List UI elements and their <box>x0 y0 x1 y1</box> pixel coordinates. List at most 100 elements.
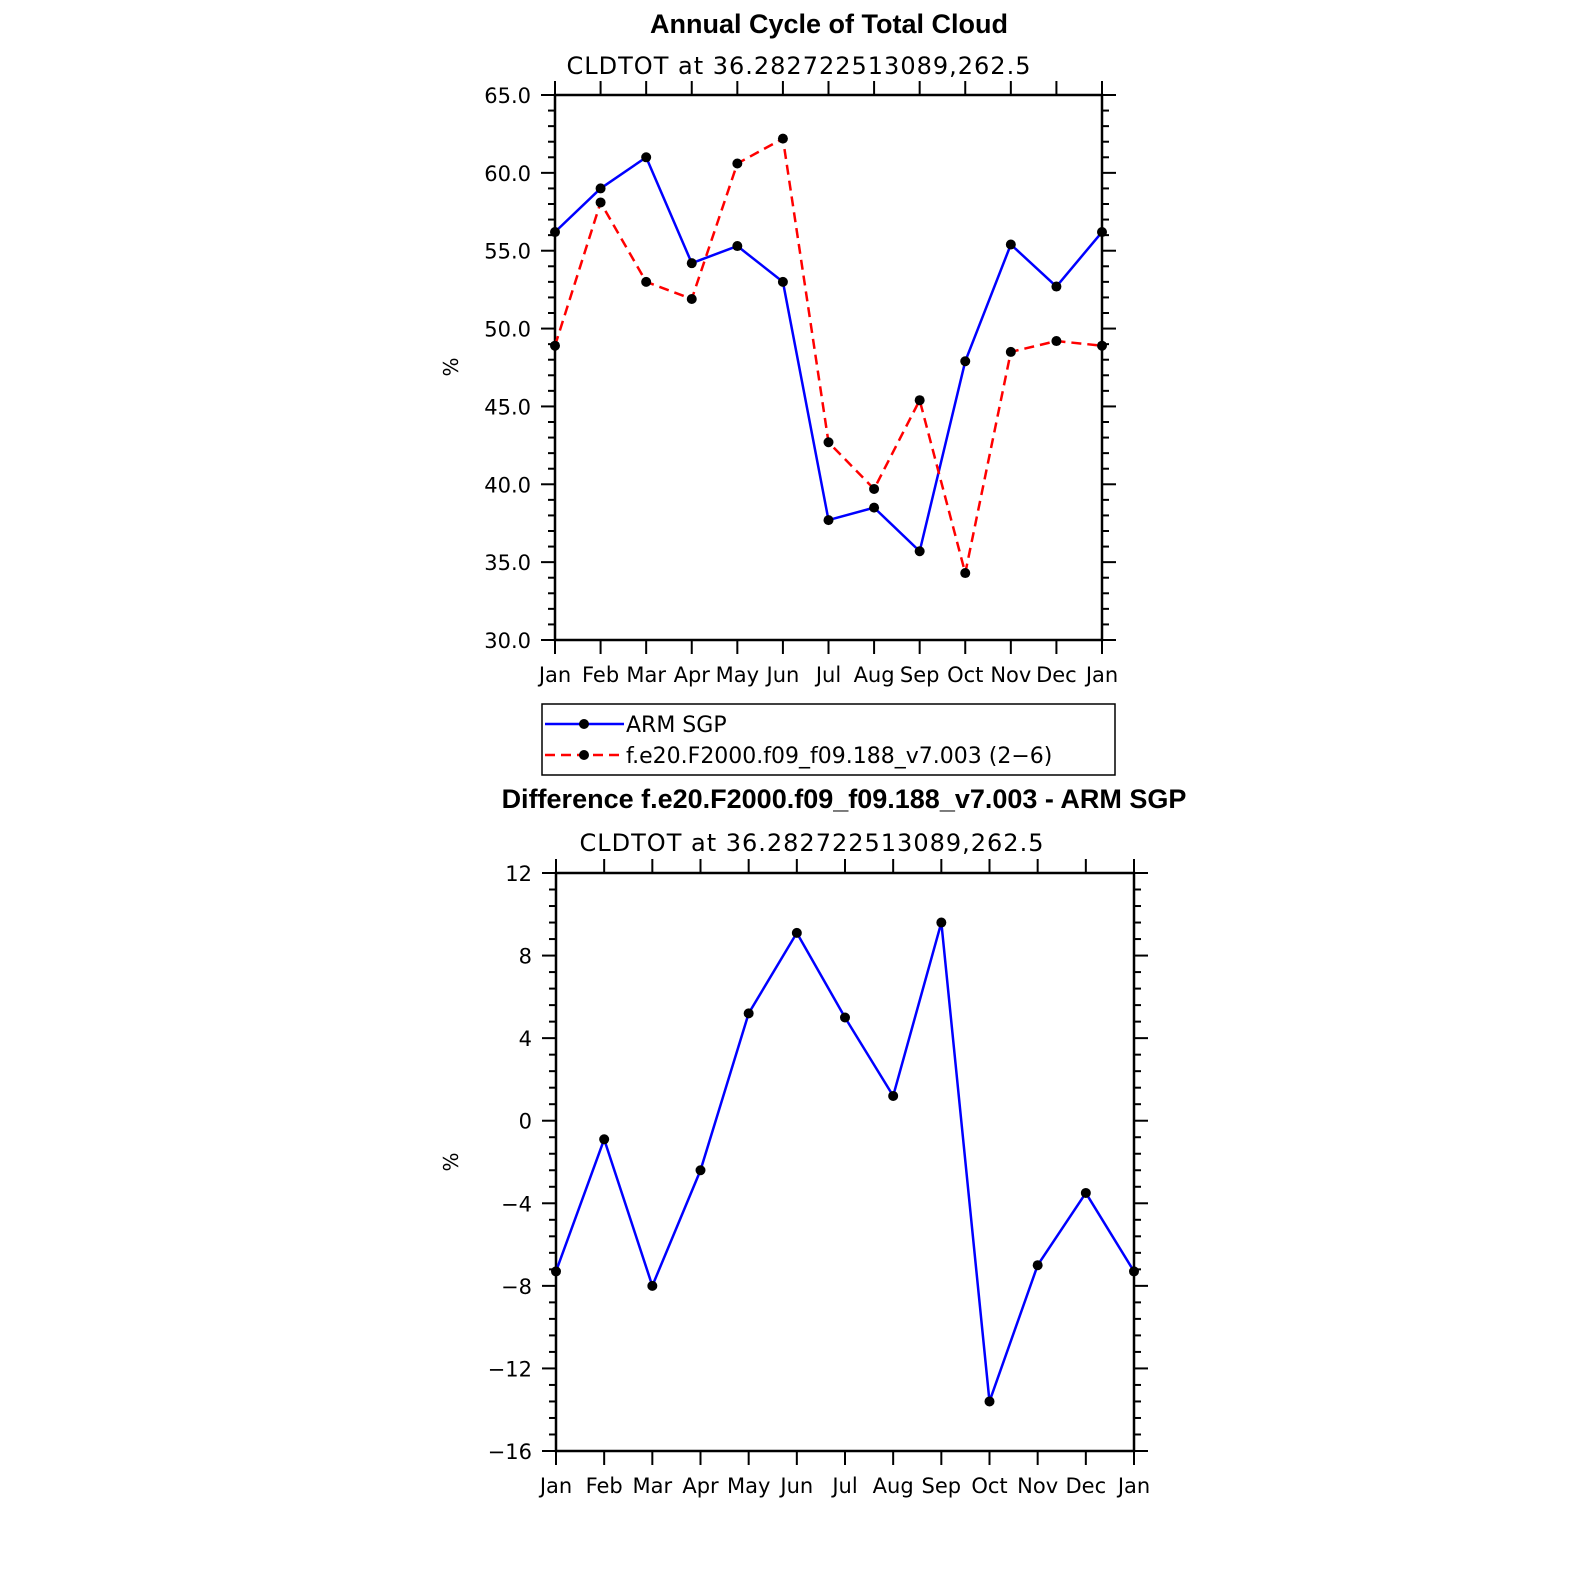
data-point <box>1097 227 1107 238</box>
y-tick-label: 30.0 <box>484 629 531 653</box>
y-tick-label: 65.0 <box>484 84 531 108</box>
y-tick-label: −12 <box>488 1357 532 1381</box>
y-tick-label: 55.0 <box>484 240 531 264</box>
y-axis-label: % <box>439 357 463 376</box>
x-tick-label: Jan <box>1116 1474 1150 1498</box>
data-point <box>823 515 834 526</box>
y-tick-label: 12 <box>505 862 532 886</box>
y-tick-label: 45.0 <box>484 395 531 419</box>
data-point <box>595 183 606 194</box>
data-point <box>551 1266 561 1277</box>
x-tick-label: Jan <box>537 663 571 687</box>
data-point <box>869 483 880 494</box>
data-point <box>984 1396 995 1407</box>
series-line-0 <box>554 156 1103 553</box>
data-point <box>936 917 947 928</box>
x-tick-label: Jul <box>830 1474 857 1498</box>
difference-chart: Difference f.e20.F2000.f09_f09.188_v7.00… <box>439 784 1186 1498</box>
data-point <box>686 293 697 304</box>
legend-label-arm-sgp: ARM SGP <box>626 713 727 738</box>
x-tick-label: Jun <box>765 663 800 687</box>
data-point <box>743 1008 754 1019</box>
y-tick-label: 0 <box>519 1110 532 1134</box>
legend-marker-model <box>579 750 589 760</box>
data-point <box>1051 281 1062 292</box>
data-point <box>599 1134 610 1145</box>
data-point <box>888 1090 899 1101</box>
legend-marker-arm-sgp <box>579 719 589 729</box>
axes: −16 −12 −8 −4 0 4 8 12 Jan Feb Mar Apr May Jun Jul Aug S… <box>488 859 1150 1498</box>
x-tick-label: Sep <box>900 663 940 687</box>
series-line-1 <box>553 137 1103 575</box>
x-tick-label: Feb <box>586 1474 623 1498</box>
data-point <box>777 276 788 287</box>
x-tick-label: Aug <box>854 663 895 687</box>
legend-box <box>541 703 1116 776</box>
y-tick-label: 8 <box>519 945 532 969</box>
x-tick-label: Dec <box>1036 663 1077 687</box>
y-tick-label: 50.0 <box>484 318 531 342</box>
data-point <box>550 340 560 351</box>
y-tick-label: −4 <box>501 1192 532 1216</box>
data-point <box>1080 1187 1091 1198</box>
y-tick-label: 40.0 <box>484 473 531 497</box>
data-point <box>732 158 743 169</box>
chart-subtitle: CLDTOT at 36.282722513089,262.5 <box>580 829 1045 857</box>
x-tick-label: Oct <box>947 663 983 687</box>
chart-subtitle: CLDTOT at 36.282722513089,262.5 <box>567 52 1032 80</box>
data-point <box>914 546 925 557</box>
x-tick-label: Jan <box>1084 663 1118 687</box>
series-group <box>551 917 1139 1407</box>
data-point <box>840 1012 850 1023</box>
data-point <box>1005 346 1016 357</box>
axes: 30.0 35.0 40.0 45.0 50.0 55.0 60.0 65.0 Jan Feb Ma… <box>484 81 1118 687</box>
data-point <box>732 241 743 252</box>
x-tick-label: Mar <box>626 663 666 687</box>
x-tick-label: Feb <box>582 663 619 687</box>
data-point <box>1097 340 1107 351</box>
chart-title: Annual Cycle of Total Cloud <box>650 9 1008 39</box>
data-point <box>823 437 834 448</box>
y-tick-label: −16 <box>488 1440 532 1464</box>
data-point <box>1129 1266 1139 1277</box>
data-point <box>595 197 606 208</box>
y-tick-label: 35.0 <box>484 551 531 575</box>
legend-label-model: f.e20.F2000.f09_f09.188_v7.003 (2−6) <box>626 744 1052 769</box>
y-tick-label: 4 <box>519 1027 532 1051</box>
data-point <box>791 927 802 938</box>
data-point <box>695 1165 706 1176</box>
data-point <box>914 395 925 406</box>
data-point <box>647 1280 658 1291</box>
x-tick-label: Mar <box>633 1474 673 1498</box>
series-group <box>550 133 1107 579</box>
x-tick-label: Jun <box>778 1474 813 1498</box>
series-line-0 <box>554 921 1136 1403</box>
data-point <box>960 356 971 367</box>
y-axis-label: % <box>439 1152 463 1171</box>
data-point <box>777 133 788 144</box>
y-tick-label: −8 <box>501 1275 532 1299</box>
x-tick-label: Nov <box>990 663 1031 687</box>
data-point <box>641 276 652 287</box>
data-point <box>641 152 652 163</box>
data-point <box>550 227 560 238</box>
plot-frame <box>554 871 1136 1453</box>
x-tick-label: Dec <box>1066 1474 1107 1498</box>
legend: ARM SGP f.e20.F2000.f09_f09.188_v7.003 (… <box>541 703 1116 776</box>
data-point <box>869 502 880 513</box>
x-tick-label: Nov <box>1017 1474 1058 1498</box>
x-tick-label: Jul <box>814 663 841 687</box>
x-tick-label: Jan <box>538 1474 572 1498</box>
y-tick-label: 60.0 <box>484 162 531 186</box>
x-tick-label: Sep <box>922 1474 962 1498</box>
x-tick-label: Apr <box>674 663 711 687</box>
chart-title: Difference f.e20.F2000.f09_f09.188_v7.00… <box>502 784 1187 814</box>
x-tick-label: May <box>716 663 759 687</box>
data-point <box>1005 239 1016 250</box>
plot-frame <box>553 93 1104 642</box>
data-point <box>686 258 697 269</box>
x-tick-label: Apr <box>682 1474 719 1498</box>
data-point <box>960 568 971 579</box>
x-tick-label: Aug <box>873 1474 914 1498</box>
